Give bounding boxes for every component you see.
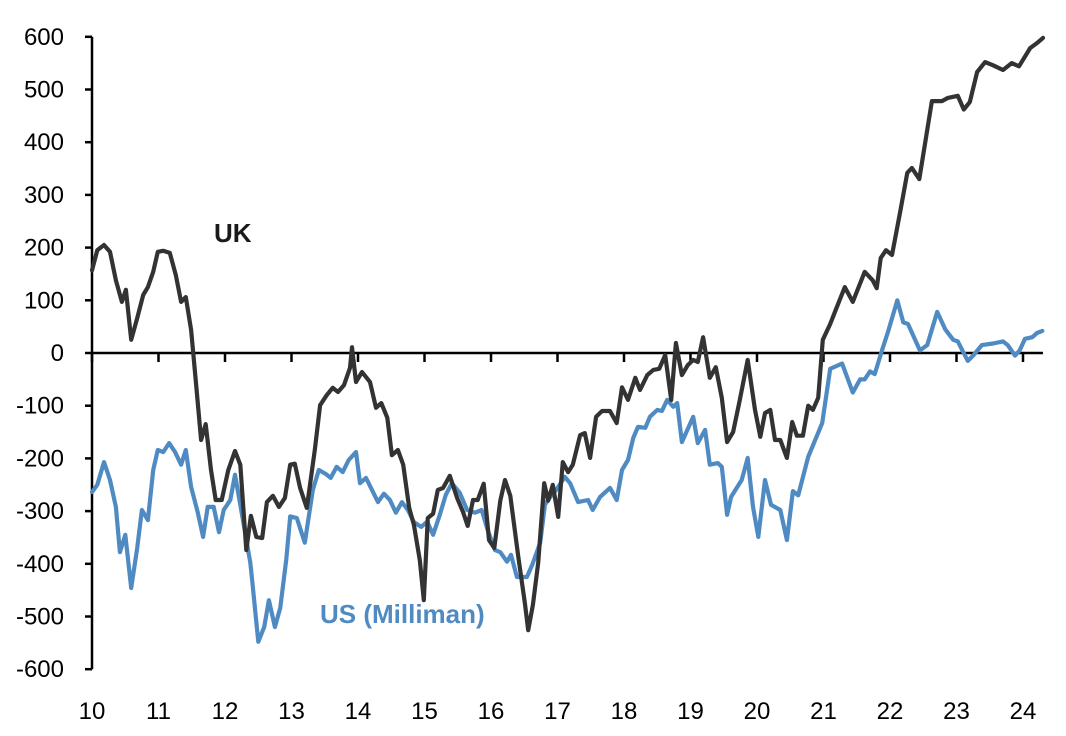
y-tick-label: 500 bbox=[24, 77, 64, 104]
series-lines bbox=[89, 35, 1046, 644]
x-tick-label: 11 bbox=[146, 698, 171, 725]
y-tick-label: 400 bbox=[24, 129, 64, 156]
axes: 600 500 400 300 200 100 0 -100 -200 -300 -400 -500 -… bbox=[16, 24, 1043, 725]
y-tick-label: -500 bbox=[16, 604, 64, 631]
y-tick-label: -400 bbox=[16, 551, 64, 578]
y-tick-label: 200 bbox=[24, 235, 64, 262]
y-tick-label: 300 bbox=[24, 182, 64, 209]
series-line-uk bbox=[89, 35, 1046, 633]
x-tick-label: 14 bbox=[345, 698, 372, 725]
series-label-uk: UK bbox=[214, 218, 252, 248]
x-tick-label: 21 bbox=[810, 698, 837, 725]
series-label-us: US (Milliman) bbox=[320, 599, 485, 629]
x-tick-label: 16 bbox=[478, 698, 505, 725]
x-tick-label: 24 bbox=[1010, 698, 1037, 725]
y-tick-label: -200 bbox=[16, 445, 64, 472]
y-tick-label: -100 bbox=[16, 393, 64, 420]
y-tick-label: 600 bbox=[24, 24, 64, 51]
x-tick-label: 10 bbox=[79, 698, 106, 725]
y-tick-label: -600 bbox=[16, 656, 64, 683]
x-tick-label: 12 bbox=[212, 698, 239, 725]
x-tick-label: 13 bbox=[278, 698, 305, 725]
y-tick-label: -300 bbox=[16, 498, 64, 525]
x-tick-label: 18 bbox=[611, 698, 638, 725]
x-tick-label: 17 bbox=[544, 698, 571, 725]
x-tick-label: 20 bbox=[744, 698, 771, 725]
x-tick-label: 15 bbox=[411, 698, 438, 725]
x-tick-label: 19 bbox=[677, 698, 704, 725]
y-tick-label: 0 bbox=[51, 340, 64, 367]
series-line-us bbox=[89, 298, 1045, 644]
y-tick-label: 100 bbox=[24, 287, 64, 314]
x-tick-label: 22 bbox=[877, 698, 904, 725]
x-tick-label: 23 bbox=[943, 698, 970, 725]
